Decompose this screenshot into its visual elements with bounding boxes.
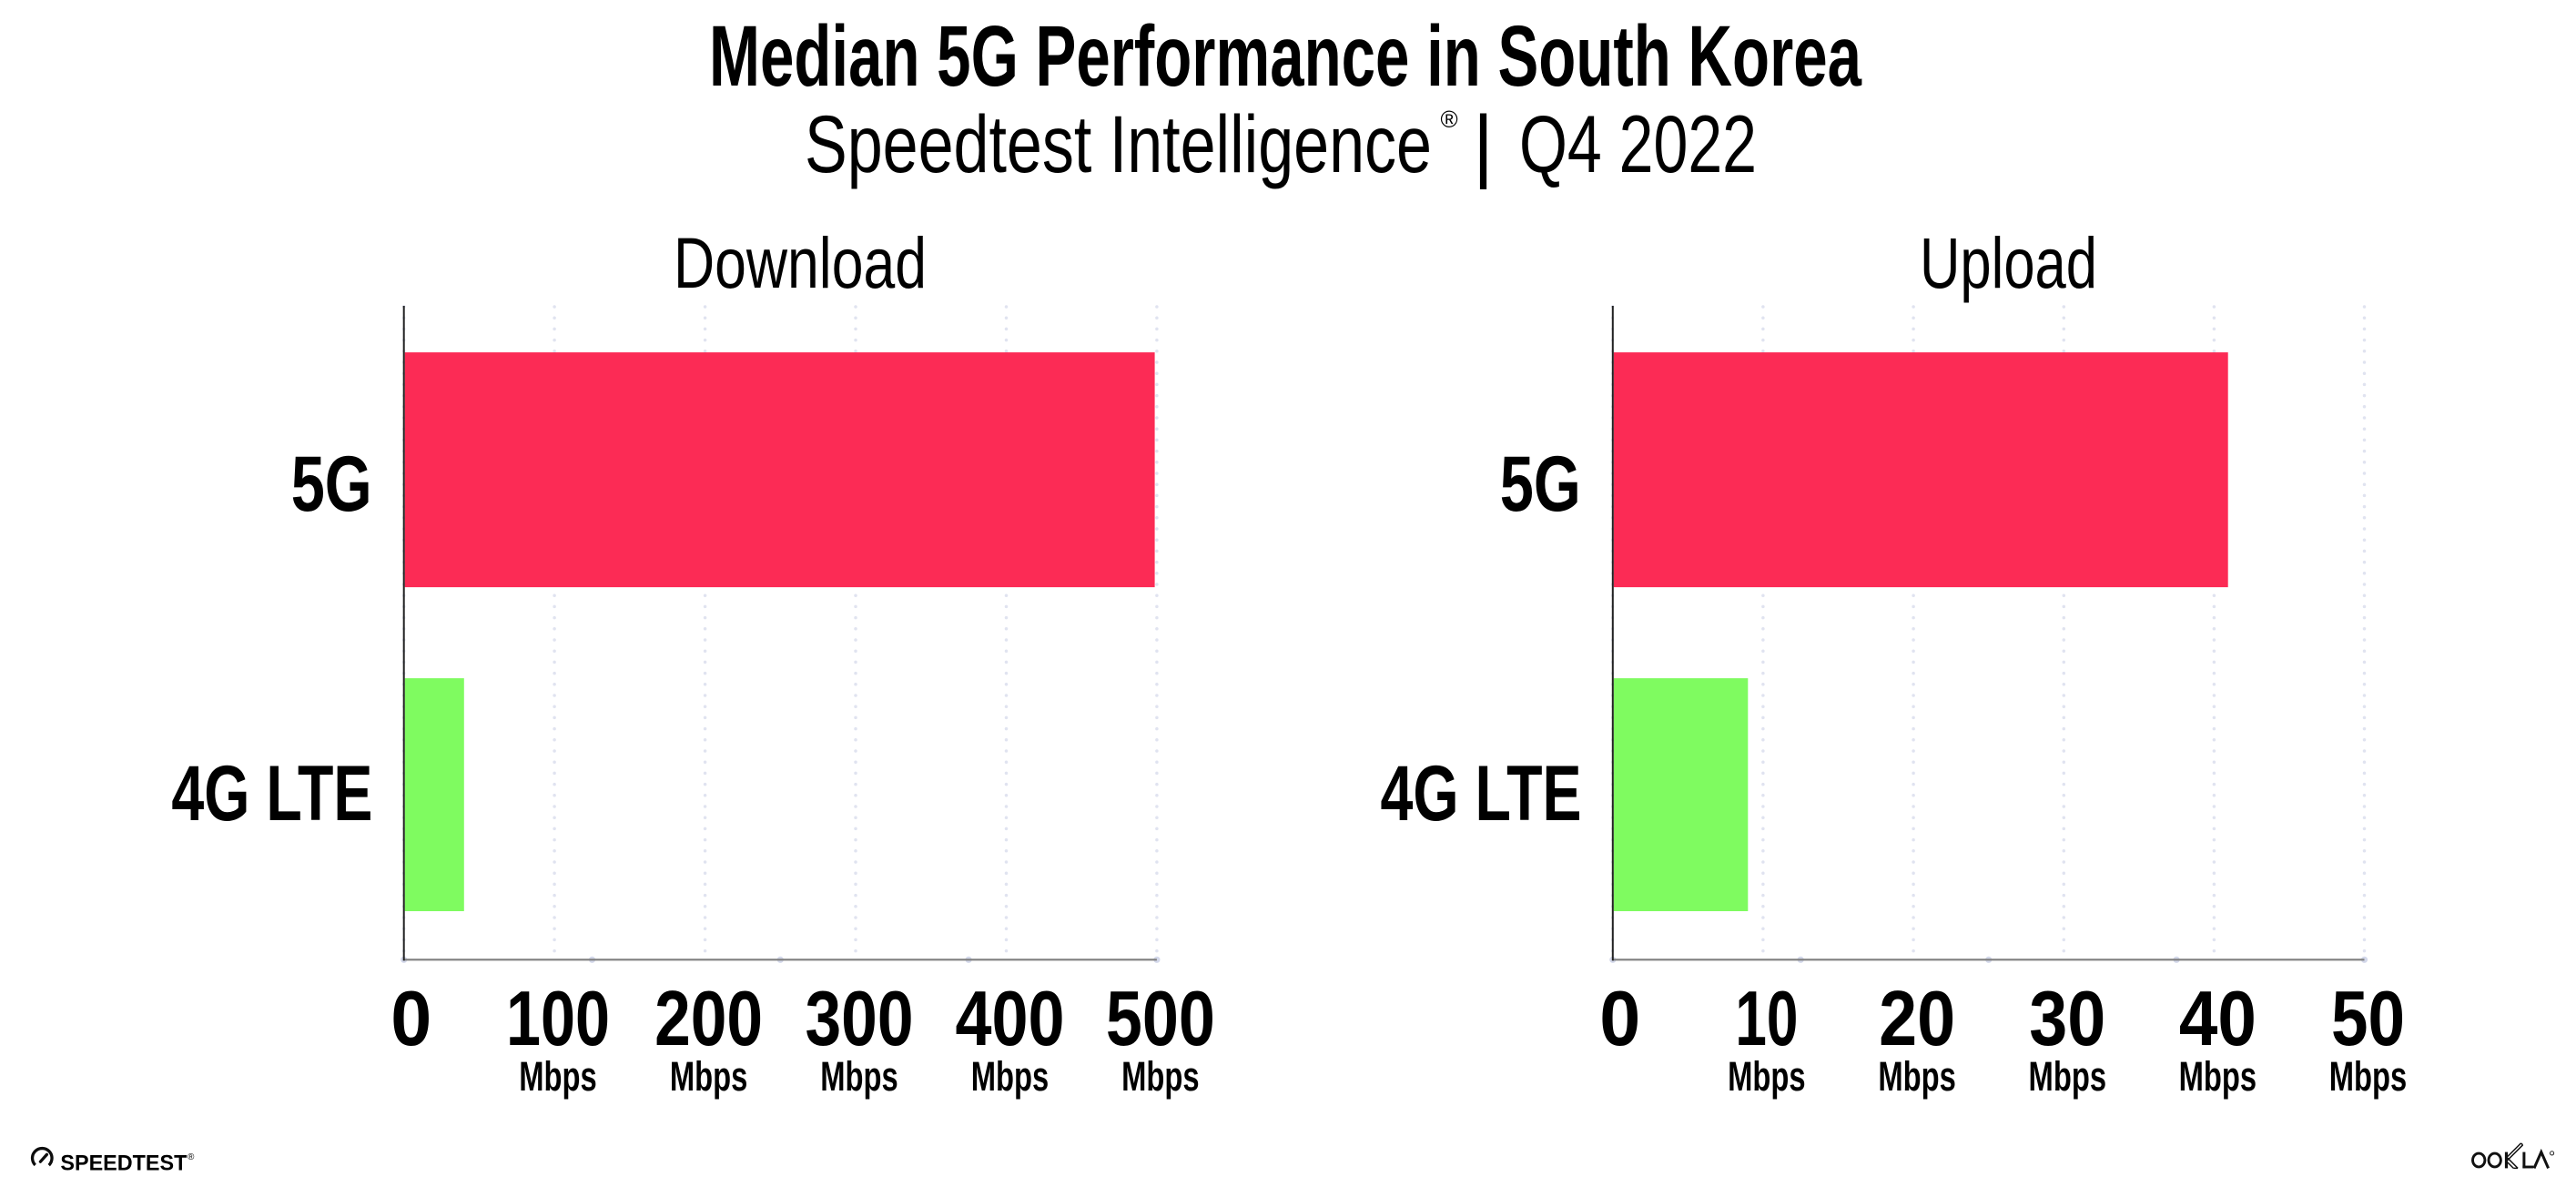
svg-text:20: 20 <box>1879 976 1955 1062</box>
svg-text:30: 30 <box>2029 976 2105 1062</box>
svg-text:Mbps: Mbps <box>1728 1053 1806 1100</box>
svg-text:5G: 5G <box>1500 441 1581 528</box>
svg-text:Mbps: Mbps <box>2329 1053 2408 1100</box>
svg-text:|: | <box>1473 99 1494 189</box>
svg-text:Mbps: Mbps <box>971 1053 1050 1100</box>
svg-text:400: 400 <box>956 976 1065 1062</box>
svg-text:Mbps: Mbps <box>1121 1053 1200 1100</box>
svg-text:Median 5G Performance in South: Median 5G Performance in South Korea <box>709 8 1862 105</box>
svg-text:®: ® <box>1441 106 1458 133</box>
svg-text:Mbps: Mbps <box>820 1053 898 1100</box>
svg-text:10: 10 <box>1735 976 1798 1062</box>
svg-text:SPEEDTEST: SPEEDTEST <box>60 1151 187 1175</box>
svg-text:4G LTE: 4G LTE <box>171 750 372 837</box>
svg-text:Q4 2022: Q4 2022 <box>1519 99 1757 189</box>
svg-text:0: 0 <box>1599 976 1640 1062</box>
svg-text:Mbps: Mbps <box>1878 1053 1956 1100</box>
svg-text:40: 40 <box>2179 976 2257 1062</box>
svg-text:300: 300 <box>806 976 914 1062</box>
svg-text:®: ® <box>188 1152 195 1162</box>
svg-text:Mbps: Mbps <box>2179 1053 2257 1100</box>
svg-text:Upload: Upload <box>1920 222 2097 303</box>
svg-text:Mbps: Mbps <box>670 1053 748 1100</box>
svg-text:100: 100 <box>506 976 610 1062</box>
svg-text:0: 0 <box>390 976 431 1062</box>
svg-text:4G LTE: 4G LTE <box>1381 750 1582 837</box>
svg-text:50: 50 <box>2331 976 2405 1062</box>
svg-text:200: 200 <box>654 976 763 1062</box>
svg-text:Speedtest Intelligence: Speedtest Intelligence <box>805 99 1432 189</box>
svg-text:Mbps: Mbps <box>519 1053 597 1100</box>
svg-text:5G: 5G <box>291 441 372 528</box>
svg-text:Download: Download <box>674 222 927 303</box>
svg-text:500: 500 <box>1106 976 1215 1062</box>
svg-text:Mbps: Mbps <box>2029 1053 2107 1100</box>
